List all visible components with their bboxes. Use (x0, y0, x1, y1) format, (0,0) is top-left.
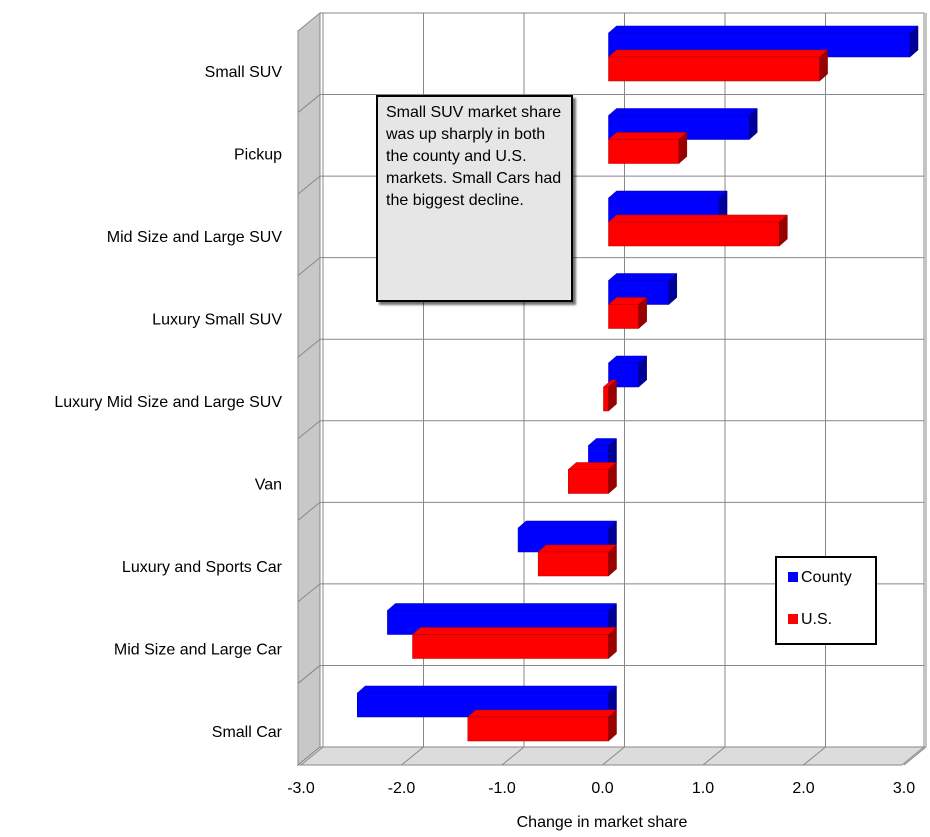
bar-county-4 (607, 355, 648, 388)
category-labels: Small SUV Pickup Mid Size and Large SUV Lux… (54, 64, 282, 741)
bar-us-6 (537, 544, 618, 577)
gridline-floor (803, 746, 826, 766)
gridline-floor (501, 746, 525, 766)
bar-us-5 (567, 461, 618, 495)
x-axis-title: Change in market share (517, 814, 688, 831)
gridline-floor (300, 746, 324, 766)
category-label: Luxury Small SUV (152, 312, 282, 329)
wall-divider (297, 175, 321, 195)
floor (296, 746, 926, 766)
x-tick-label: -1.0 (488, 780, 516, 797)
wall-divider (297, 94, 321, 113)
x-tick-label: 3.0 (893, 780, 915, 797)
bars (356, 25, 919, 742)
left-wall (297, 11, 321, 767)
legend-box (775, 556, 877, 645)
category-label: Mid Size and Large SUV (107, 229, 283, 246)
gridline-floor (702, 746, 726, 766)
category-label: Van (255, 477, 282, 494)
gridline-floor (602, 746, 625, 766)
bar-us-4 (602, 379, 618, 412)
tick-labels: -3.0 -2.0 -1.0 0.0 1.0 2.0 3.0 (287, 780, 915, 797)
wall-divider (297, 257, 321, 277)
category-label: Pickup (234, 147, 282, 164)
bar-us-3 (607, 296, 648, 330)
legend-label-0: County (801, 569, 852, 586)
gridline-floor (903, 746, 927, 766)
wall-divider (297, 420, 321, 440)
bar-us-7 (411, 626, 618, 660)
legend-swatch-0 (788, 572, 798, 582)
category-label: Small Car (212, 724, 283, 741)
x-tick-label: 0.0 (591, 780, 613, 797)
legend-label-1: U.S. (801, 611, 832, 628)
gridline-floor (401, 746, 424, 766)
bar-us-0 (607, 49, 829, 82)
wall-divider (297, 338, 321, 358)
x-tick-label: -3.0 (287, 780, 315, 797)
wall-divider (297, 665, 321, 684)
category-label: Luxury Mid Size and Large SUV (54, 394, 282, 411)
x-tick-label: 1.0 (692, 780, 714, 797)
bar-us-8 (467, 709, 618, 742)
x-tick-label: 2.0 (792, 780, 814, 797)
bar-county-1 (607, 107, 758, 141)
wall-divider (297, 501, 321, 521)
bar-us-1 (607, 131, 688, 165)
category-label: Mid Size and Large Car (114, 642, 283, 659)
category-label: Small SUV (205, 64, 283, 81)
wall-divider (297, 583, 321, 603)
legend-swatch-1 (788, 614, 798, 624)
annotation-box: Small SUV market share was up sharply in… (376, 95, 573, 302)
x-tick-label: -2.0 (388, 780, 416, 797)
category-label: Luxury and Sports Car (122, 559, 283, 576)
bar-us-2 (607, 214, 789, 247)
legend: County U.S. (775, 556, 877, 645)
